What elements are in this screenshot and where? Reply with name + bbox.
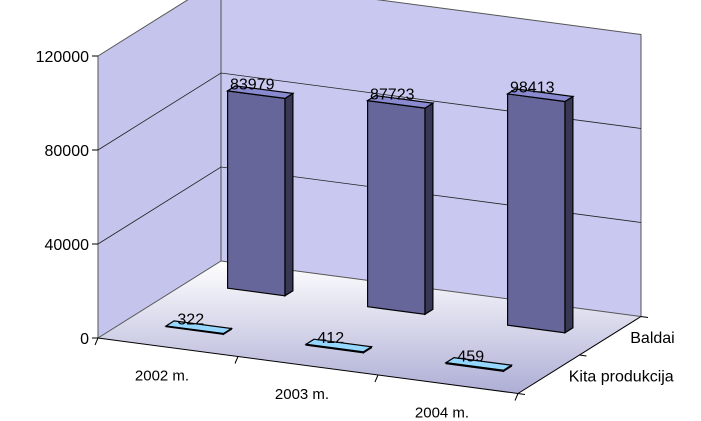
depth-tick-mark [579,354,587,357]
x-tick-mark [234,356,239,364]
gridlines [97,72,642,245]
x-category-label: 2003 m. [275,386,329,403]
bar-top-face [225,85,295,100]
x-category-label: 2004 m. [415,404,469,421]
x-tick-mark [514,393,519,401]
bar-top-face [444,356,514,371]
bar-side-face [284,92,294,297]
bar [225,85,295,297]
y-tick-label: 0 [80,331,89,348]
data-label: 322 [177,312,204,329]
bar [304,338,374,354]
x-tick-mark [94,337,99,346]
data-label: 87723 [370,86,415,103]
x-axis [97,337,519,394]
bars [164,85,575,373]
y-tick-label: 120000 [36,49,89,66]
bar-front-face [227,90,286,297]
bar-top-face [304,338,374,353]
data-label: 83979 [230,77,275,94]
gridline [97,166,642,245]
bar-front-face [507,93,566,334]
chart-floor [98,261,641,394]
x-category-label: 2002 m. [135,367,189,384]
data-label: 98413 [510,80,555,97]
data-label: 459 [457,348,484,365]
axes [92,55,649,401]
series-label: Baldai [630,330,674,347]
bar-top-face [164,320,234,335]
bar-front-face [367,99,426,315]
data-label: 412 [317,330,344,347]
bar-top-face [505,88,575,103]
bar [444,356,514,373]
bar [365,94,435,316]
bar-top-face [365,94,435,109]
bar-side-face [564,95,574,334]
bar [505,88,575,334]
series-label: Kita produkcija [569,368,674,385]
y-tick-label: 40000 [45,237,90,254]
y-tick-label: 80000 [45,143,90,160]
bar [164,320,234,336]
depth-tick-mark [517,393,526,395]
x-tick-mark [374,374,379,383]
labels: 0 40000 80000 120000 83979 87723 98413 322 412 45… [36,49,675,421]
bar-side-face [424,102,434,316]
depth-tick-mark [640,316,649,318]
gridline [97,72,642,151]
